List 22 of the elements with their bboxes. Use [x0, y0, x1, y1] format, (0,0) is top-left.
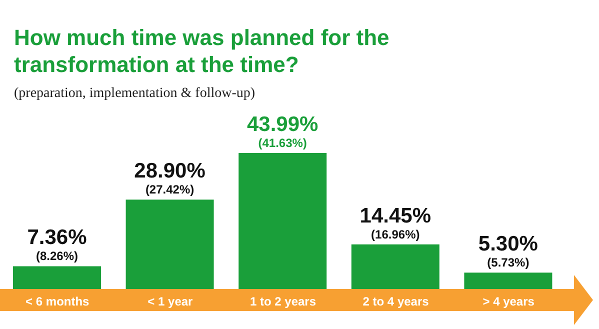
- data-label: 5.30%: [478, 232, 538, 256]
- x-tick-label: < 1 year: [148, 294, 194, 309]
- annotation: (5.73%): [487, 256, 530, 270]
- annotation: (41.63%): [258, 136, 307, 150]
- annotation: (27.42%): [145, 182, 194, 197]
- x-tick-label: < 6 months: [26, 294, 90, 309]
- bar: [464, 272, 552, 289]
- chart-subtitle: (preparation, implementation & follow-up): [14, 86, 256, 102]
- bar: [13, 266, 101, 289]
- annotation: (16.96%): [371, 227, 420, 242]
- data-label: 14.45%: [360, 204, 432, 228]
- bar: [351, 244, 440, 289]
- x-tick-label: 1 to 2 years: [250, 294, 316, 309]
- data-label: 43.99%: [246, 113, 319, 136]
- x-tick-label: > 4 years: [482, 294, 535, 309]
- annotation: (8.26%): [36, 249, 78, 264]
- bar: [238, 153, 327, 289]
- bar: [126, 200, 214, 289]
- data-label: 7.36%: [27, 226, 88, 250]
- x-tick-label: 2 to 4 years: [362, 294, 430, 309]
- chart-title: How much time was planned for the transformation at the time?: [14, 24, 390, 78]
- data-label: 28.90%: [134, 160, 206, 183]
